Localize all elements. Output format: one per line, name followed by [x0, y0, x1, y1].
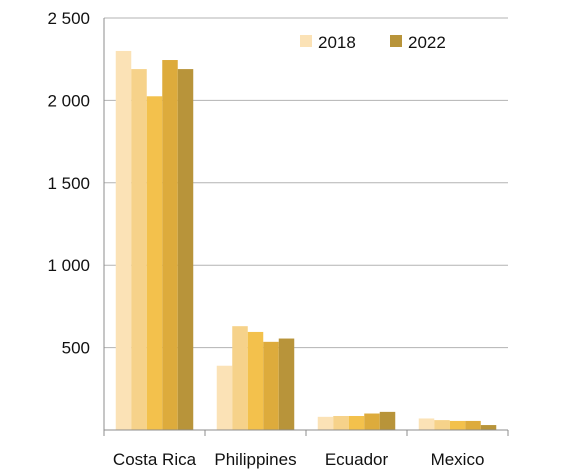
bar-ecuador-2 — [333, 415, 349, 430]
x-category-label: Philippines — [214, 450, 296, 469]
x-axis-category-labels: Costa Rica Philippines Ecuador Mexico — [113, 450, 485, 469]
bars — [115, 50, 497, 431]
legend-label-2018: 2018 — [318, 33, 356, 52]
bar-mexico-2 — [434, 420, 450, 430]
bar-ecuador-1 — [317, 416, 334, 430]
y-tick-label: 2 500 — [47, 9, 90, 28]
y-tick-label: 1 500 — [47, 174, 90, 193]
bar-costa-rica-5 — [177, 69, 194, 430]
legend: 2018 2022 — [300, 33, 446, 52]
bar-mexico-4 — [465, 420, 481, 430]
y-tick-label: 500 — [62, 339, 90, 358]
bar-philippines-2 — [232, 326, 248, 430]
bar-philippines-1 — [216, 365, 233, 430]
bar-mexico-3 — [449, 420, 466, 430]
legend-label-2022: 2022 — [408, 33, 446, 52]
bar-costa-rica-4 — [162, 60, 178, 431]
bar-philippines-5 — [278, 338, 295, 430]
bar-ecuador-5 — [379, 411, 396, 430]
legend-swatch-2018 — [300, 35, 312, 47]
bar-costa-rica-3 — [146, 96, 163, 430]
bar-philippines-3 — [247, 331, 264, 430]
x-category-label: Ecuador — [325, 450, 389, 469]
bar-philippines-4 — [263, 341, 279, 430]
legend-swatch-2022 — [390, 35, 402, 47]
bar-costa-rica-2 — [131, 69, 147, 430]
y-axis-tick-labels: 500 1 000 1 500 2 000 2 500 — [47, 9, 90, 358]
bar-ecuador-3 — [348, 415, 365, 430]
bar-mexico-1 — [418, 418, 435, 430]
y-tick-label: 2 000 — [47, 91, 90, 110]
axes — [103, 18, 509, 436]
bar-costa-rica-1 — [115, 50, 132, 431]
bar-mexico-5 — [480, 425, 497, 430]
y-tick-label: 1 000 — [47, 256, 90, 275]
bar-ecuador-4 — [364, 413, 380, 430]
x-category-label: Costa Rica — [113, 450, 197, 469]
x-category-label: Mexico — [431, 450, 485, 469]
